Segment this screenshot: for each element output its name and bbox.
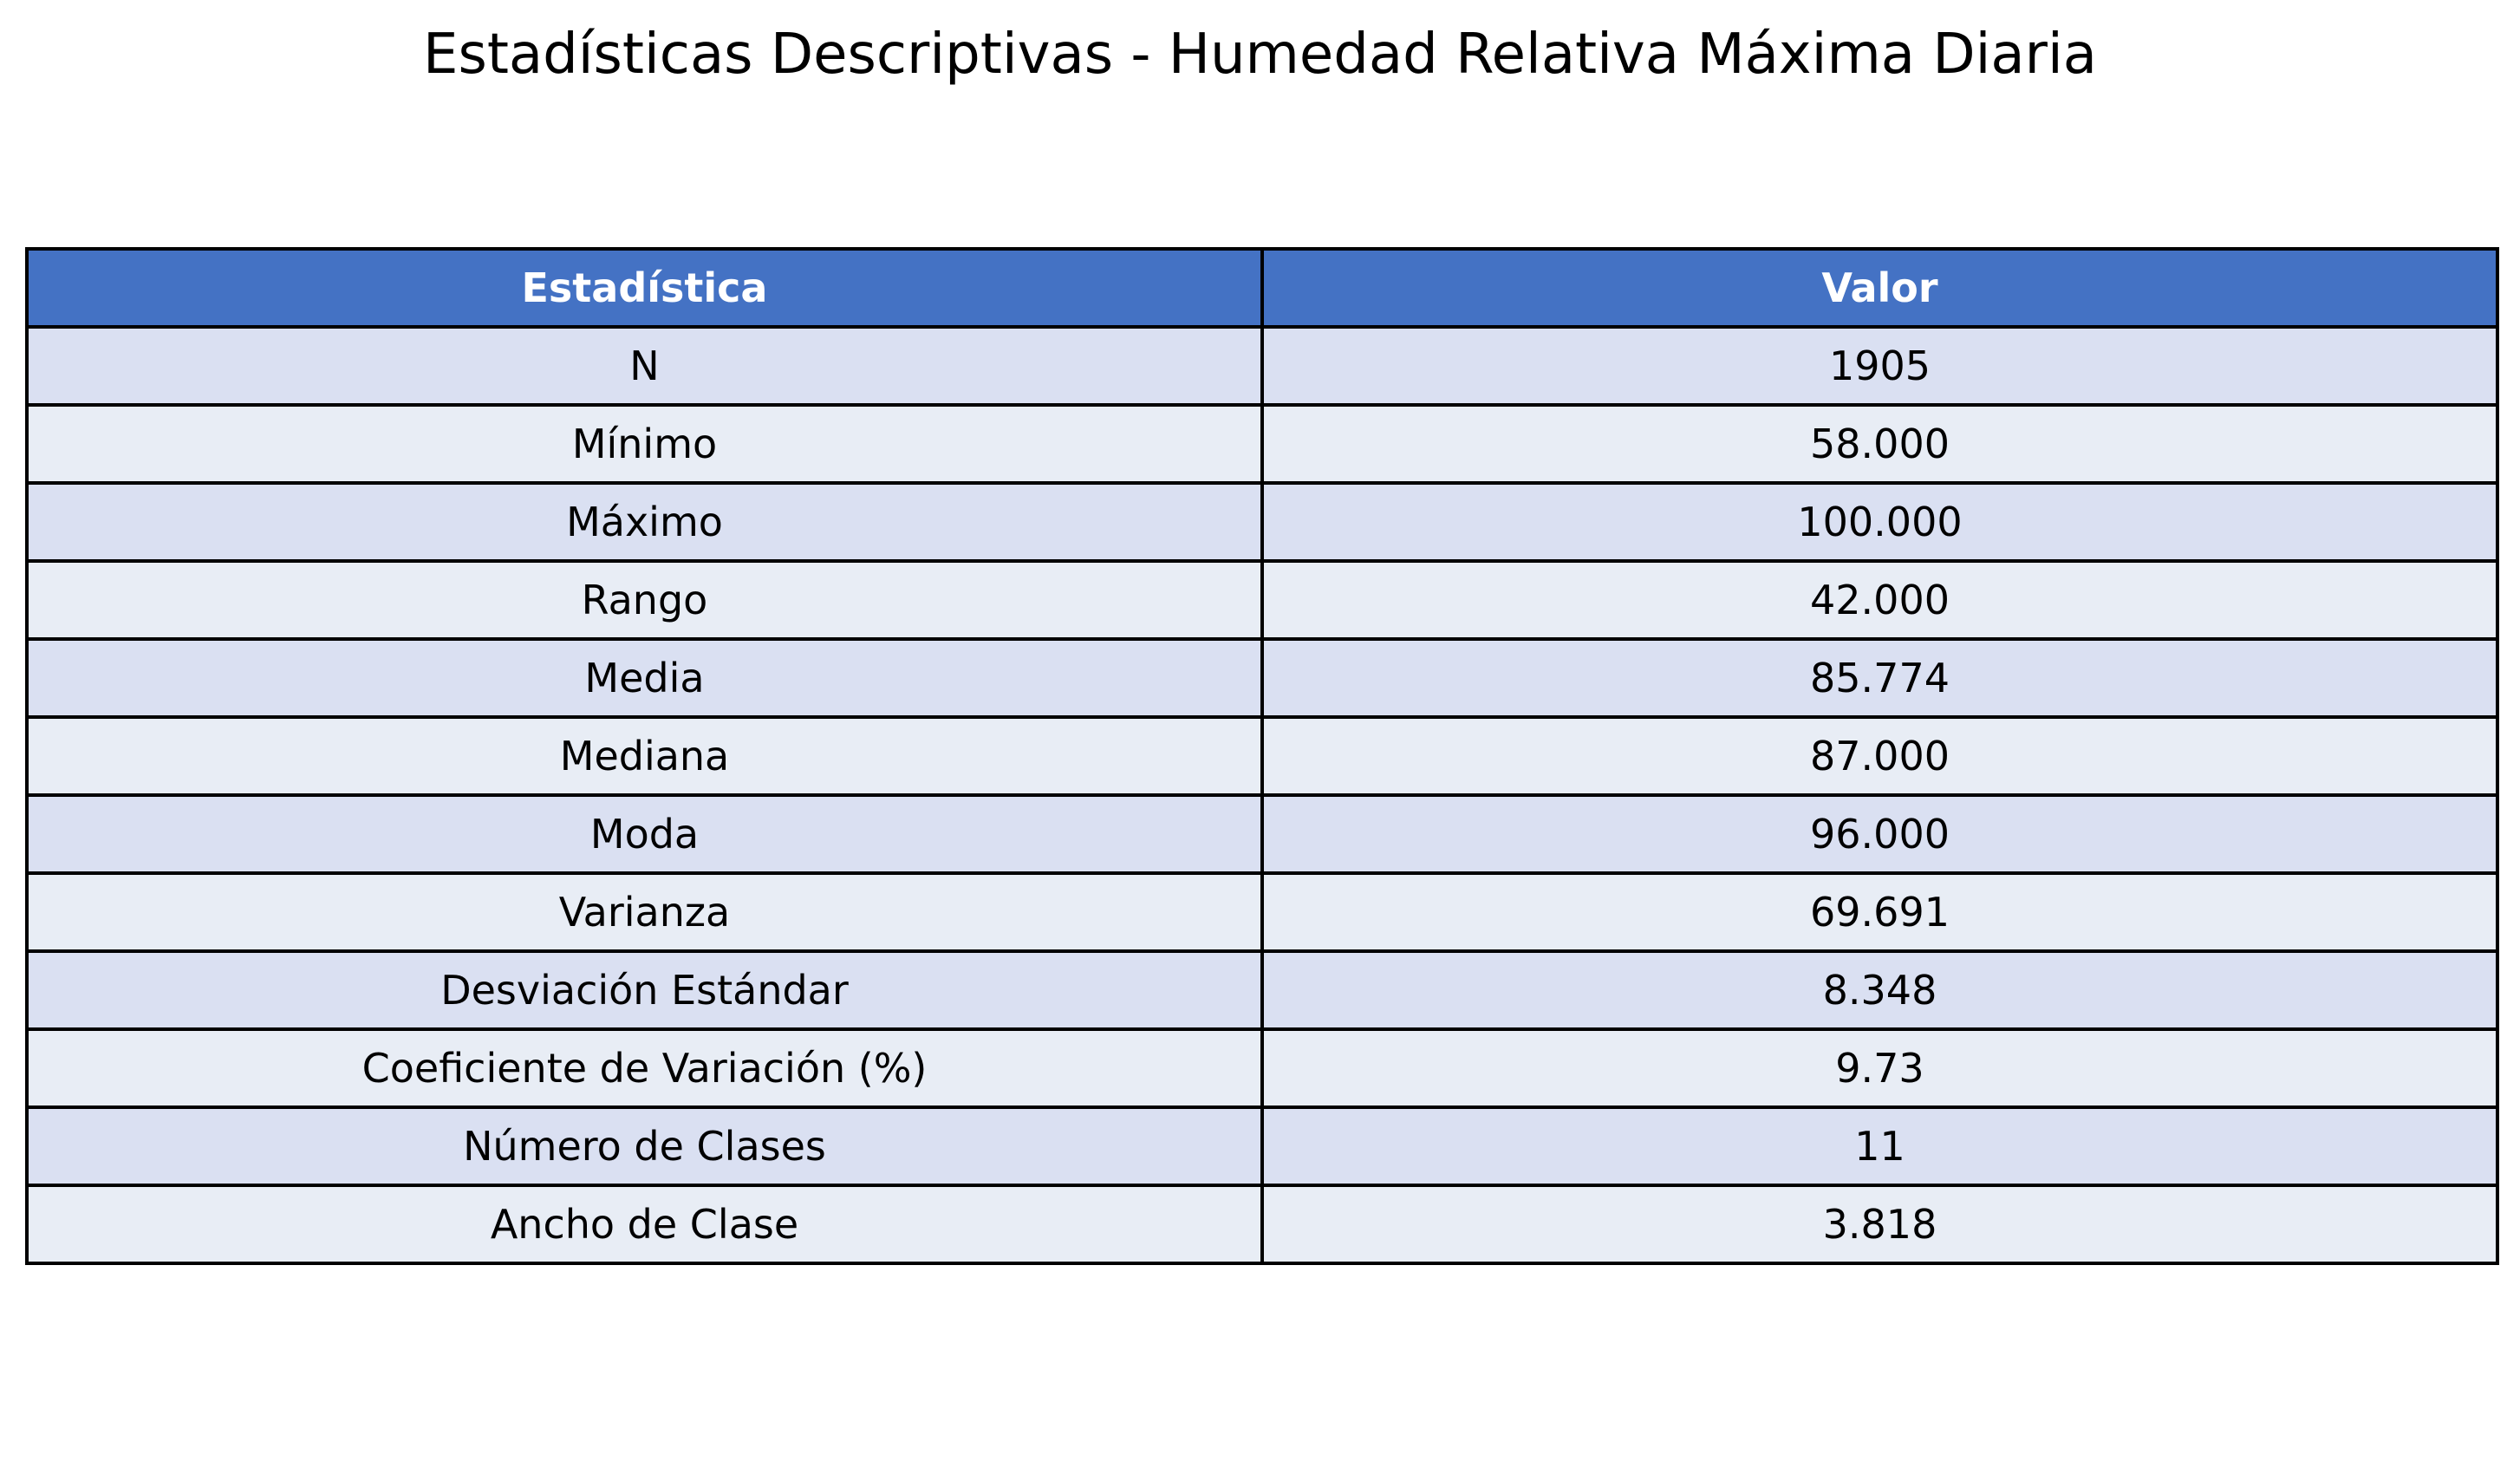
statistic-name-cell: Mínimo bbox=[25, 403, 1264, 485]
statistic-value-cell: 1905 bbox=[1260, 325, 2499, 407]
table-row: Ancho de Clase 3.818 bbox=[25, 1184, 2499, 1265]
table-row: Máximo 100.000 bbox=[25, 481, 2499, 563]
statistic-name-cell: Desviación Estándar bbox=[25, 949, 1264, 1031]
statistic-name-cell: Número de Clases bbox=[25, 1106, 1264, 1187]
table-row: Número de Clases 11 bbox=[25, 1106, 2499, 1187]
statistic-value-cell: 69.691 bbox=[1260, 871, 2499, 953]
statistic-name-cell: Moda bbox=[25, 793, 1264, 875]
statistic-value-cell: 8.348 bbox=[1260, 949, 2499, 1031]
statistic-value-cell: 3.818 bbox=[1260, 1184, 2499, 1265]
table-row: Rango 42.000 bbox=[25, 559, 2499, 641]
statistic-name-cell: Máximo bbox=[25, 481, 1264, 563]
statistic-name-cell: Varianza bbox=[25, 871, 1264, 953]
statistic-name-cell: Mediana bbox=[25, 715, 1264, 797]
statistics-table: Estadística Valor N 1905 Mínimo 58.000 Máxim… bbox=[25, 247, 2499, 1265]
table-row: N 1905 bbox=[25, 325, 2499, 407]
table-header-row: Estadística Valor bbox=[25, 247, 2499, 329]
statistic-value-cell: 85.774 bbox=[1260, 637, 2499, 719]
table-row: Coeficiente de Variación (%) 9.73 bbox=[25, 1027, 2499, 1109]
statistic-value-cell: 100.000 bbox=[1260, 481, 2499, 563]
statistic-name-cell: Coeficiente de Variación (%) bbox=[25, 1027, 1264, 1109]
column-header-statistic: Estadística bbox=[25, 247, 1264, 329]
table-row: Desviación Estándar 8.348 bbox=[25, 949, 2499, 1031]
table-row: Mínimo 58.000 bbox=[25, 403, 2499, 485]
statistic-name-cell: N bbox=[25, 325, 1264, 407]
table-row: Mediana 87.000 bbox=[25, 715, 2499, 797]
chart-title: Estadísticas Descriptivas - Humedad Rela… bbox=[423, 23, 2097, 87]
table-row: Moda 96.000 bbox=[25, 793, 2499, 875]
statistic-value-cell: 11 bbox=[1260, 1106, 2499, 1187]
statistic-value-cell: 9.73 bbox=[1260, 1027, 2499, 1109]
table-row: Media 85.774 bbox=[25, 637, 2499, 719]
column-header-value: Valor bbox=[1260, 247, 2499, 329]
statistic-value-cell: 87.000 bbox=[1260, 715, 2499, 797]
statistic-value-cell: 96.000 bbox=[1260, 793, 2499, 875]
statistic-value-cell: 58.000 bbox=[1260, 403, 2499, 485]
table-body: N 1905 Mínimo 58.000 Máximo 100.000 Rango 42.00… bbox=[25, 325, 2499, 1265]
statistic-name-cell: Media bbox=[25, 637, 1264, 719]
statistic-value-cell: 42.000 bbox=[1260, 559, 2499, 641]
table-row: Varianza 69.691 bbox=[25, 871, 2499, 953]
statistic-name-cell: Ancho de Clase bbox=[25, 1184, 1264, 1265]
statistic-name-cell: Rango bbox=[25, 559, 1264, 641]
